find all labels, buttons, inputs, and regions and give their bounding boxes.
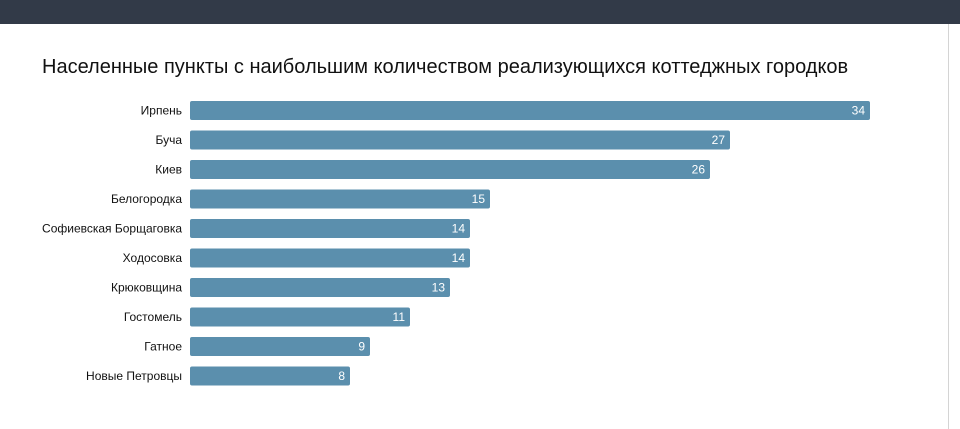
data-label: 14 — [452, 251, 466, 265]
data-label: 15 — [472, 192, 486, 206]
bar-group: Гатное 9 — [144, 337, 370, 356]
data-label: 14 — [452, 222, 466, 236]
category-label: Киев — [155, 163, 182, 177]
bar — [190, 219, 470, 238]
bar — [190, 337, 370, 356]
bar-group: Киев 26 — [155, 160, 710, 179]
category-label: Белогородка — [111, 192, 182, 206]
category-label: Гостомель — [124, 310, 182, 324]
bar-group: Ирпень 34 — [141, 101, 870, 120]
bar — [190, 278, 450, 297]
category-label: Новые Петровцы — [86, 369, 182, 383]
category-label: Буча — [155, 133, 182, 147]
window-top-bar — [0, 0, 960, 24]
category-label: Крюковщина — [111, 281, 182, 295]
category-label: Софиевская Борщаговка — [42, 222, 182, 236]
page-right-border — [948, 24, 949, 429]
bar — [190, 160, 710, 179]
data-label: 11 — [393, 310, 406, 324]
bar — [190, 307, 410, 327]
chart-title: Населенные пункты с наибольшим количеств… — [42, 56, 849, 78]
data-label: 27 — [712, 133, 726, 147]
bar-group: Софиевская Борщаговка 14 — [42, 219, 470, 238]
bar — [190, 130, 730, 150]
bar-group: Гостомель 11 — [124, 307, 410, 327]
bar — [190, 189, 490, 209]
category-label: Ходосовка — [123, 251, 183, 265]
bar-group: Белогородка 15 — [111, 189, 490, 209]
data-label: 26 — [692, 163, 706, 177]
data-label: 34 — [852, 104, 866, 118]
bar — [190, 366, 350, 386]
data-label: 9 — [358, 340, 365, 354]
bar-group: Новые Петровцы 8 — [86, 366, 350, 386]
bar-group: Крюковщина 13 — [111, 278, 450, 297]
data-label: 13 — [432, 281, 446, 295]
data-label: 8 — [338, 369, 345, 383]
bar-group: Ходосовка 14 — [123, 248, 470, 268]
category-label: Гатное — [144, 340, 182, 354]
category-label: Ирпень — [141, 104, 182, 118]
bar-group: Буча 27 — [155, 130, 730, 150]
bar — [190, 248, 470, 268]
bar — [190, 101, 870, 120]
